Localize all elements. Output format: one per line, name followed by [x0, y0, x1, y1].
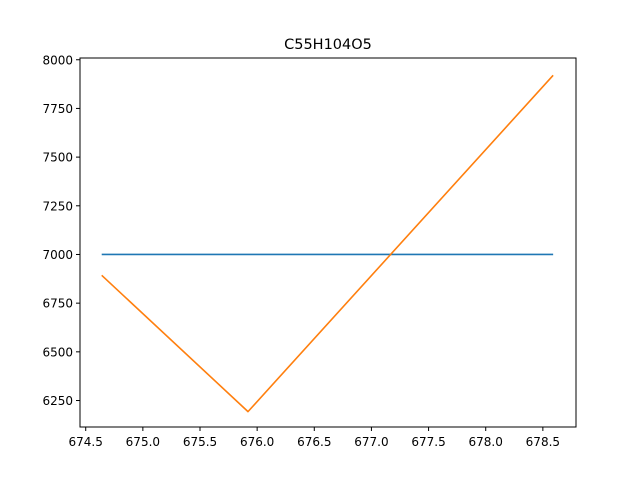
- x-tick-label: 677.5: [411, 435, 445, 449]
- y-tick-label: 7250: [42, 199, 73, 213]
- x-tick-label: 677.0: [354, 435, 388, 449]
- y-tick-label: 6750: [42, 297, 73, 311]
- x-tick-label: 675.0: [126, 435, 160, 449]
- x-tick-label: 676.0: [240, 435, 274, 449]
- plot-frame: [79, 57, 577, 428]
- x-tick-label: 676.5: [297, 435, 331, 449]
- y-tick-label: 6500: [42, 345, 73, 359]
- x-tick-label: 678.0: [469, 435, 503, 449]
- y-tick-label: 8000: [42, 53, 73, 67]
- x-tick-label: 674.5: [69, 435, 103, 449]
- chart-title: C55H104O5: [284, 37, 372, 53]
- y-axis: 6250 6500 6750 7000 7250 7500 7750 8000: [42, 53, 80, 408]
- y-tick-label: 6250: [42, 394, 73, 408]
- x-tick-label: 675.5: [183, 435, 217, 449]
- series-line-1: [101, 74, 554, 413]
- y-tick-label: 7500: [42, 151, 73, 165]
- x-tick-label: 678.5: [526, 435, 560, 449]
- series-layer: [101, 74, 554, 413]
- y-tick-label: 7000: [42, 248, 73, 262]
- x-axis: 674.5 675.0 675.5 676.0 676.5 677.0 677.5 678.0…: [69, 427, 560, 449]
- y-tick-label: 7750: [42, 102, 73, 116]
